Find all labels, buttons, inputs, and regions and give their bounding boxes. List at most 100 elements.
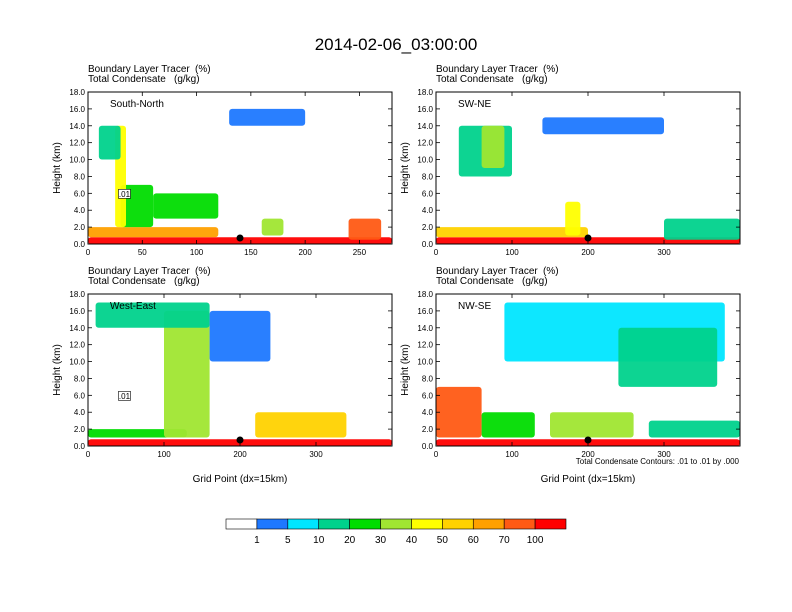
- title-tracer-units: (%): [543, 266, 559, 277]
- y-tick-label: 8.0: [422, 374, 434, 383]
- y-tick-label: 8.0: [74, 172, 86, 181]
- figure-title: 2014-02-06_03:00:00: [315, 35, 478, 54]
- tracer-region: [618, 327, 718, 387]
- tracer-region: [436, 227, 588, 238]
- surface-marker: [236, 234, 244, 242]
- colorbar-swatch: [472, 518, 505, 530]
- tracer-region: [88, 429, 187, 438]
- plot-frame: [87, 91, 393, 245]
- surface-marker: [584, 234, 592, 242]
- x-tick-label: 300: [309, 450, 323, 459]
- title-condensate-units: (g/kg): [174, 276, 200, 287]
- y-tick-label: 4.0: [422, 206, 434, 215]
- title-tracer: Boundary Layer Tracer: [88, 266, 190, 277]
- colorbar-level-label: 1: [254, 535, 260, 546]
- title-tracer: Boundary Layer Tracer: [436, 64, 538, 75]
- y-tick-label: 2.0: [422, 425, 434, 434]
- title-condensate: Total Condensate: [436, 74, 514, 85]
- y-tick-label: 10.0: [417, 358, 433, 367]
- y-tick-label: 14.0: [69, 324, 85, 333]
- y-tick-label: 12.0: [417, 341, 433, 350]
- contour-label-box: [118, 391, 131, 401]
- tracer-region: [664, 218, 740, 240]
- panel-1: .01 0.0 2.0 4.0 6.0 8.0 10.0 12.0 14.0 16.0 18.0 0 5…: [52, 64, 393, 257]
- tracer-region: [565, 201, 581, 236]
- y-tick-label: 18.0: [417, 290, 433, 299]
- x-tick-label: 100: [505, 248, 519, 257]
- x-tick-label: 0: [434, 450, 439, 459]
- colorbar-level-label: 50: [437, 535, 449, 546]
- y-tick-label: 16.0: [69, 105, 85, 114]
- y-tick-label: 16.0: [69, 307, 85, 316]
- y-tick-label: 4.0: [74, 408, 86, 417]
- title-tracer: Boundary Layer Tracer: [88, 64, 190, 75]
- y-tick-label: 6.0: [422, 391, 434, 400]
- y-tick-label: 12.0: [417, 139, 433, 148]
- y-tick-label: 18.0: [69, 290, 85, 299]
- colorbar-level-label: 30: [375, 535, 387, 546]
- y-tick-label: 14.0: [417, 324, 433, 333]
- y-axis-label: Height (km): [400, 344, 411, 396]
- colorbar-swatch: [442, 518, 474, 530]
- colorbar-swatch: [287, 518, 320, 530]
- panel-3: .01 0.0 2.0 4.0 6.0 8.0 10.0 12.0 14.0 16.0 18.0 0 1…: [52, 266, 393, 485]
- tracer-region: [229, 108, 306, 126]
- colorbar-level-label: 100: [527, 535, 544, 546]
- tracer-region: [481, 125, 505, 168]
- contour-label: .01: [119, 392, 131, 401]
- y-tick-label: 12.0: [69, 341, 85, 350]
- colorbar-level-label: 60: [468, 535, 480, 546]
- y-tick-label: 12.0: [69, 139, 85, 148]
- tracer-region: [95, 302, 210, 328]
- colorbar-swatch: [318, 518, 350, 530]
- contour-label-box: [118, 189, 131, 199]
- x-tick-label: 0: [86, 248, 91, 257]
- colorbar-level-label: 70: [499, 535, 511, 546]
- title-tracer: Boundary Layer Tracer: [436, 266, 538, 277]
- x-axis-label: Grid Point (dx=15km): [193, 474, 288, 485]
- title-condensate-units: (g/kg): [522, 276, 548, 287]
- panel-2: 0.0 2.0 4.0 6.0 8.0 10.0 12.0 14.0 16.0 18.0 0 100 2…: [400, 64, 741, 257]
- tracer-region: [436, 386, 482, 438]
- colorbar-swatch: [225, 518, 258, 530]
- tracer-region: [261, 218, 284, 236]
- x-tick-label: 150: [244, 248, 258, 257]
- y-tick-label: 10.0: [69, 156, 85, 165]
- title-condensate-units: (g/kg): [174, 74, 200, 85]
- colorbar-swatch: [534, 518, 567, 530]
- y-tick-label: 0.0: [422, 240, 434, 249]
- y-tick-label: 14.0: [69, 122, 85, 131]
- x-tick-label: 200: [233, 450, 247, 459]
- tracer-region: [164, 310, 210, 438]
- y-axis-label: Height (km): [52, 344, 63, 396]
- y-axis-label: Height (km): [52, 142, 63, 194]
- colorbar: 1 5 10 20 30 40 50 60 70 100: [225, 518, 567, 546]
- y-tick-label: 4.0: [74, 206, 86, 215]
- colorbar-swatch: [411, 518, 443, 530]
- colorbar-level-label: 20: [344, 535, 356, 546]
- colorbar-level-label: 40: [406, 535, 418, 546]
- tracer-region: [542, 117, 664, 135]
- y-tick-label: 10.0: [69, 358, 85, 367]
- x-tick-label: 0: [434, 248, 439, 257]
- surface-marker: [584, 436, 592, 444]
- y-tick-label: 16.0: [417, 105, 433, 114]
- y-tick-label: 4.0: [422, 408, 434, 417]
- panel-label: NW-SE: [458, 301, 491, 312]
- y-tick-label: 2.0: [74, 223, 86, 232]
- x-tick-label: 200: [581, 248, 595, 257]
- tracer-region: [481, 412, 535, 438]
- title-condensate: Total Condensate: [436, 276, 514, 287]
- title-condensate-units: (g/kg): [522, 74, 548, 85]
- colorbar-level-label: 5: [285, 535, 291, 546]
- title-tracer-units: (%): [195, 64, 211, 75]
- y-tick-label: 2.0: [74, 425, 86, 434]
- y-tick-label: 8.0: [422, 172, 434, 181]
- tracer-region: [648, 420, 740, 438]
- tracer-region: [550, 412, 634, 438]
- title-condensate: Total Condensate: [88, 74, 166, 85]
- y-tick-label: 18.0: [69, 88, 85, 97]
- contour-footnote: Total Condensate Contours: .01 to .01 by…: [576, 457, 740, 466]
- title-tracer-units: (%): [195, 266, 211, 277]
